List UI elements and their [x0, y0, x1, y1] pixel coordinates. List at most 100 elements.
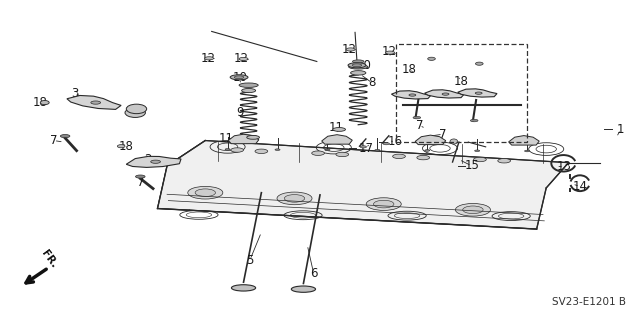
Ellipse shape — [417, 155, 429, 160]
Ellipse shape — [336, 152, 349, 157]
Polygon shape — [228, 134, 259, 144]
Text: 18: 18 — [119, 140, 134, 153]
Text: 12: 12 — [234, 52, 248, 65]
Ellipse shape — [450, 139, 458, 144]
Ellipse shape — [246, 136, 259, 139]
Polygon shape — [157, 141, 568, 229]
Ellipse shape — [360, 146, 367, 148]
Ellipse shape — [117, 145, 125, 148]
Ellipse shape — [195, 189, 216, 197]
Ellipse shape — [349, 65, 368, 69]
Polygon shape — [157, 141, 205, 209]
Text: 18: 18 — [453, 75, 468, 88]
Text: 9: 9 — [236, 106, 243, 119]
Ellipse shape — [474, 157, 486, 162]
Ellipse shape — [442, 93, 449, 95]
Ellipse shape — [232, 285, 255, 291]
Ellipse shape — [136, 175, 145, 178]
Ellipse shape — [383, 143, 390, 145]
Text: 7: 7 — [415, 119, 423, 132]
Text: 15: 15 — [464, 159, 479, 172]
Ellipse shape — [353, 60, 364, 63]
Ellipse shape — [425, 150, 430, 151]
Ellipse shape — [205, 57, 214, 60]
Ellipse shape — [188, 186, 223, 199]
Polygon shape — [392, 91, 431, 99]
Text: 13: 13 — [557, 160, 572, 173]
Text: 11: 11 — [218, 132, 233, 145]
Text: SV23-E1201 B: SV23-E1201 B — [552, 297, 626, 307]
Ellipse shape — [151, 160, 161, 163]
Text: 17: 17 — [358, 142, 373, 155]
Ellipse shape — [234, 76, 244, 79]
Ellipse shape — [242, 88, 255, 93]
Ellipse shape — [348, 63, 366, 68]
Polygon shape — [415, 135, 445, 145]
Text: 10: 10 — [357, 59, 372, 72]
Ellipse shape — [239, 83, 258, 87]
Ellipse shape — [275, 149, 280, 151]
Text: 12: 12 — [381, 46, 396, 58]
Ellipse shape — [475, 150, 480, 152]
Ellipse shape — [374, 200, 394, 208]
Ellipse shape — [470, 119, 478, 122]
Ellipse shape — [284, 195, 305, 202]
Ellipse shape — [386, 51, 394, 54]
Text: 7: 7 — [439, 128, 447, 141]
Ellipse shape — [333, 128, 346, 131]
Text: 10: 10 — [232, 71, 247, 85]
Text: 2: 2 — [144, 153, 152, 166]
Text: 16: 16 — [388, 135, 403, 148]
Ellipse shape — [312, 151, 324, 155]
Polygon shape — [458, 89, 497, 97]
Text: 3: 3 — [71, 86, 78, 100]
Text: 12: 12 — [200, 52, 215, 65]
Text: 7: 7 — [50, 134, 58, 147]
Text: FR.: FR. — [40, 249, 59, 270]
Ellipse shape — [255, 149, 268, 153]
Ellipse shape — [525, 150, 530, 152]
Ellipse shape — [239, 57, 248, 61]
Text: 5: 5 — [246, 254, 253, 267]
Text: 14: 14 — [573, 180, 588, 193]
Ellipse shape — [498, 159, 511, 163]
Ellipse shape — [325, 149, 330, 151]
Text: 8: 8 — [369, 77, 376, 89]
Ellipse shape — [40, 100, 49, 105]
Text: 11: 11 — [329, 121, 344, 134]
Text: 18: 18 — [32, 96, 47, 109]
Ellipse shape — [126, 104, 147, 114]
Text: 4: 4 — [131, 107, 139, 120]
Ellipse shape — [428, 57, 435, 60]
Ellipse shape — [277, 192, 312, 205]
Ellipse shape — [125, 108, 145, 117]
Ellipse shape — [60, 135, 70, 138]
Ellipse shape — [91, 101, 100, 104]
Polygon shape — [67, 95, 121, 109]
Ellipse shape — [476, 62, 483, 65]
Ellipse shape — [230, 75, 248, 80]
Ellipse shape — [476, 92, 482, 94]
Polygon shape — [509, 136, 540, 145]
Ellipse shape — [352, 64, 362, 67]
Ellipse shape — [463, 206, 483, 214]
Ellipse shape — [409, 94, 416, 96]
Text: 1: 1 — [617, 123, 625, 136]
Bar — [396, 44, 527, 142]
Text: 6: 6 — [310, 267, 317, 280]
Ellipse shape — [346, 48, 355, 51]
Ellipse shape — [231, 148, 244, 152]
Text: 18: 18 — [402, 63, 417, 76]
Polygon shape — [322, 135, 352, 144]
Ellipse shape — [366, 198, 401, 211]
Ellipse shape — [225, 149, 230, 150]
Text: 12: 12 — [341, 43, 356, 56]
Ellipse shape — [413, 116, 420, 119]
Ellipse shape — [291, 286, 316, 292]
Polygon shape — [424, 90, 464, 98]
Ellipse shape — [393, 154, 405, 159]
Text: 7: 7 — [136, 176, 144, 189]
Ellipse shape — [456, 204, 490, 216]
Polygon shape — [126, 156, 181, 167]
Ellipse shape — [351, 70, 366, 75]
